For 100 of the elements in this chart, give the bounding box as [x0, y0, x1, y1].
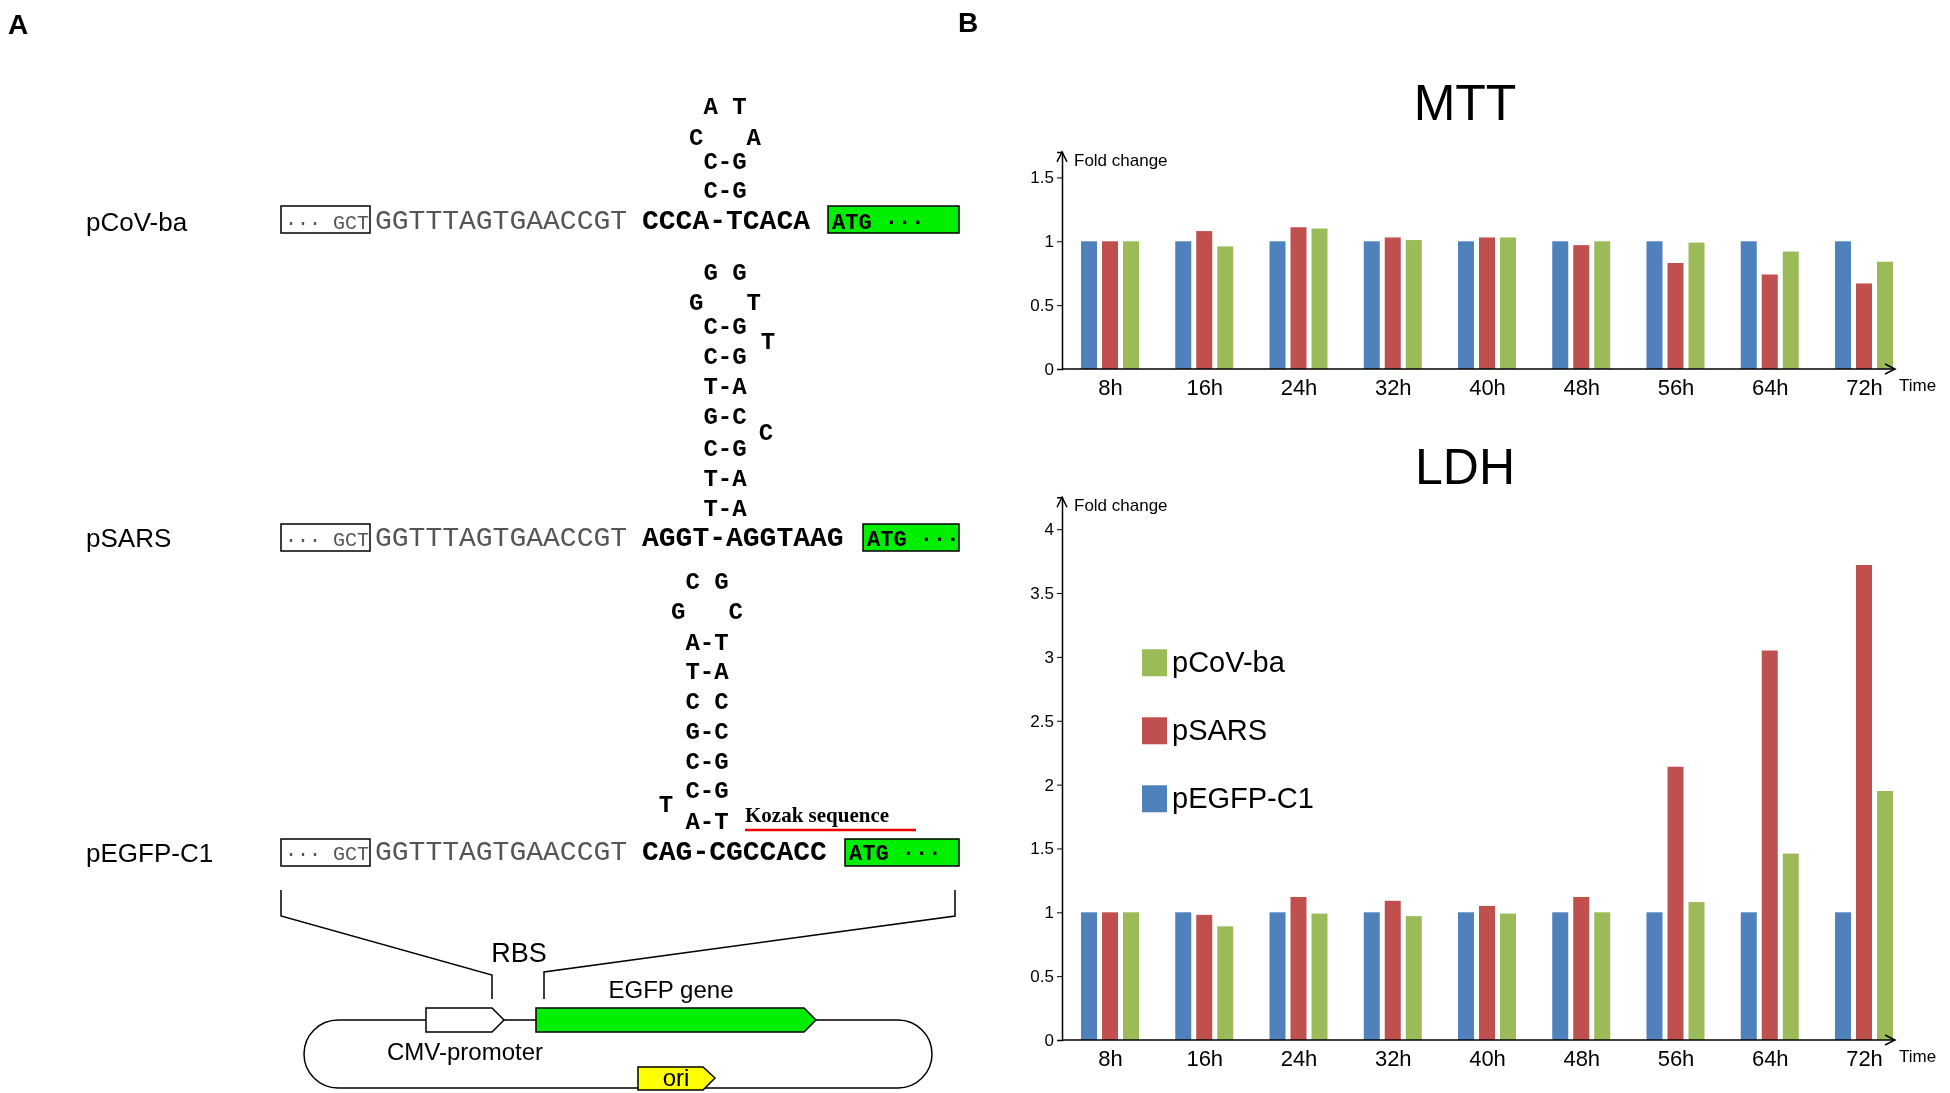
bar — [1856, 283, 1872, 369]
bar — [1594, 912, 1611, 1040]
y-tick-label: 0 — [1044, 1030, 1054, 1050]
bar — [1500, 237, 1516, 369]
bar — [1081, 241, 1097, 369]
bar — [1782, 251, 1799, 369]
bar — [1196, 231, 1213, 369]
text: GGTTTAGTGAACCGT — [375, 837, 628, 868]
x-axis-title: Time — [1899, 1047, 1937, 1066]
x-tick-label: 56h — [1657, 1045, 1695, 1071]
y-tick-label: 4 — [1044, 520, 1054, 540]
text: T — [658, 792, 674, 819]
y-tick-label: 1.5 — [1030, 839, 1054, 859]
y-tick-label: 3.5 — [1030, 583, 1054, 603]
text: C-G — [703, 149, 747, 176]
y-tick-label: 3 — [1044, 647, 1054, 667]
bar — [1479, 905, 1495, 1040]
bar — [1290, 896, 1307, 1040]
text: ··· GCT — [285, 843, 370, 866]
text: CMV-promoter — [386, 1038, 544, 1065]
text: AGGT-AGGTAAG — [642, 523, 844, 554]
bar — [1311, 913, 1328, 1040]
text: C-G — [703, 314, 747, 341]
text: GGTTTAGTGAACCGT — [375, 206, 628, 237]
y-tick-label: 0 — [1044, 359, 1054, 379]
text: T-A — [685, 659, 730, 686]
text: C-G — [703, 436, 747, 463]
y-tick-label: 1 — [1044, 903, 1054, 923]
text: C-G — [703, 178, 747, 205]
x-axis-title: Time — [1899, 376, 1937, 395]
text: pSARS — [86, 523, 172, 553]
text: ··· GCT — [285, 212, 370, 235]
bar — [1363, 912, 1380, 1040]
bar — [1740, 912, 1757, 1040]
text: C-G — [685, 778, 729, 805]
x-tick-label: 16h — [1186, 1045, 1224, 1071]
bar — [1761, 274, 1778, 369]
bar — [1740, 241, 1757, 369]
bar — [1667, 263, 1684, 369]
y-axis-title: Fold change — [1074, 496, 1168, 516]
bar — [1384, 237, 1401, 369]
bar — [1123, 912, 1139, 1040]
text: ATG ··· — [849, 842, 942, 867]
x-tick-label: 32h — [1374, 1045, 1412, 1071]
bar — [1835, 241, 1851, 369]
bar — [1552, 912, 1569, 1040]
legend-label: pEGFP-C1 — [1172, 782, 1314, 815]
text: CCCA-TCACA — [642, 206, 811, 237]
bar — [1552, 241, 1569, 369]
text: A-T — [685, 809, 729, 836]
bar — [1217, 246, 1234, 369]
text: G C — [670, 599, 744, 626]
bar — [1196, 914, 1213, 1040]
bar — [1667, 766, 1684, 1040]
text: T-A — [703, 496, 748, 523]
y-tick-label: 2 — [1044, 775, 1054, 795]
text: G-C — [703, 404, 747, 431]
chart-title: MTT — [1413, 75, 1517, 131]
text: T — [760, 329, 776, 356]
text: A — [8, 9, 29, 40]
x-tick-label: 24h — [1280, 374, 1318, 400]
text: Kozak sequence — [745, 803, 890, 827]
legend-label: pCoV-ba — [1172, 646, 1286, 679]
x-tick-label: 72h — [1846, 374, 1883, 400]
text: pCoV-ba — [86, 207, 188, 237]
bar — [1646, 241, 1663, 369]
bar — [1688, 242, 1705, 369]
x-tick-label: 16h — [1186, 374, 1224, 400]
bar — [1405, 916, 1422, 1040]
text: ATG ··· — [832, 211, 925, 236]
x-tick-label: 8h — [1098, 1045, 1123, 1071]
bar — [1782, 853, 1799, 1040]
x-tick-label: 72h — [1846, 1045, 1883, 1071]
bar — [1761, 650, 1778, 1040]
bar — [1269, 241, 1286, 369]
bar — [1594, 241, 1611, 369]
x-tick-label: 32h — [1374, 374, 1412, 400]
bar — [1081, 912, 1097, 1040]
bar — [1175, 241, 1192, 369]
bar — [1123, 241, 1139, 369]
bar — [1405, 240, 1422, 369]
chart-title: LDH — [1414, 439, 1516, 495]
text: ori — [662, 1064, 690, 1091]
bar — [1573, 896, 1590, 1040]
bar — [1458, 912, 1474, 1040]
y-tick-label: 2.5 — [1030, 711, 1054, 731]
text: C — [758, 420, 774, 447]
bar — [1290, 227, 1307, 369]
text: A-T — [685, 630, 729, 657]
bar — [1217, 926, 1234, 1040]
y-tick-label: 0.5 — [1030, 967, 1054, 987]
y-tick-label: 0.5 — [1030, 296, 1054, 316]
y-tick-label: 1.5 — [1030, 168, 1054, 188]
bar — [1102, 912, 1118, 1040]
bar — [1877, 790, 1893, 1040]
bar — [1856, 564, 1872, 1040]
bar — [1479, 237, 1495, 369]
text: T-A — [703, 374, 748, 401]
bar — [1363, 241, 1380, 369]
text: C-G — [703, 344, 747, 371]
